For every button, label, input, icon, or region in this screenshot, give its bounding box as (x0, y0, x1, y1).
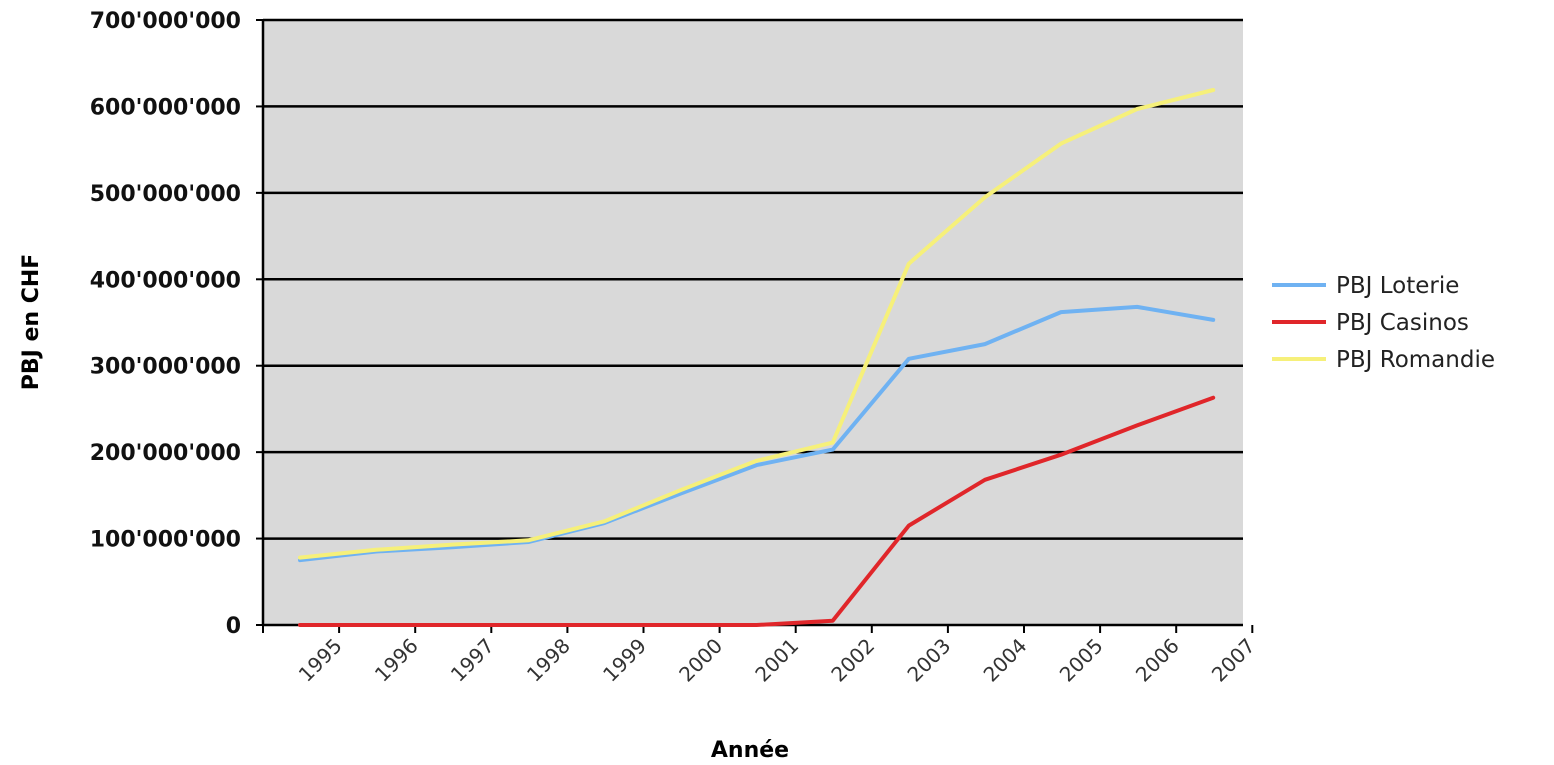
x-tick-label: 2002 (826, 634, 879, 687)
legend-label: PBJ Romandie (1336, 347, 1495, 373)
x-tick-label: 1997 (446, 634, 499, 687)
y-tick-label: 200'000'000 (90, 441, 241, 466)
y-tick-label: 100'000'000 (90, 528, 241, 553)
x-tick-label: 2004 (979, 634, 1032, 687)
x-tick-labels: 1995 1996 1997 1998 1999 2000 2001 2002 2003 2004… (294, 634, 1260, 687)
legend-label: PBJ Loterie (1336, 273, 1459, 299)
grid-lines (263, 18, 1243, 540)
legend-label: PBJ Casinos (1336, 310, 1469, 336)
series-line (298, 395, 1216, 627)
x-tick-label: 2001 (750, 634, 803, 687)
x-tick-label: 2006 (1131, 634, 1184, 687)
x-tick-label: 1999 (598, 634, 651, 687)
y-tick-label: 500'000'000 (90, 182, 241, 207)
series-line (298, 88, 1216, 560)
x-axis-title: Année (711, 738, 789, 763)
y-tick-label: 300'000'000 (90, 355, 241, 380)
x-tick-label: 2003 (902, 634, 955, 687)
x-tick-label: 1998 (522, 634, 575, 687)
x-tick-label: 2000 (674, 634, 727, 687)
y-tick-labels: 0 100'000'000 200'000'000 300'000'000 400'00… (90, 9, 241, 639)
y-axis-title: PBJ en CHF (19, 254, 44, 391)
y-tick-label: 700'000'000 (90, 9, 241, 34)
x-tick-label: 1995 (294, 634, 347, 687)
x-tick-label: 2007 (1207, 634, 1260, 687)
y-tick-label: 600'000'000 (90, 95, 241, 120)
y-tick-label: 0 (226, 614, 241, 639)
plot-area (263, 20, 1243, 625)
series-line (298, 304, 1216, 563)
legend: PBJ Loterie PBJ Casinos PBJ Romandie (1272, 273, 1495, 373)
y-tick-label: 400'000'000 (90, 268, 241, 293)
x-tick-label: 1996 (370, 634, 423, 687)
x-tick-label: 2005 (1055, 634, 1108, 687)
series-lines (298, 88, 1216, 627)
